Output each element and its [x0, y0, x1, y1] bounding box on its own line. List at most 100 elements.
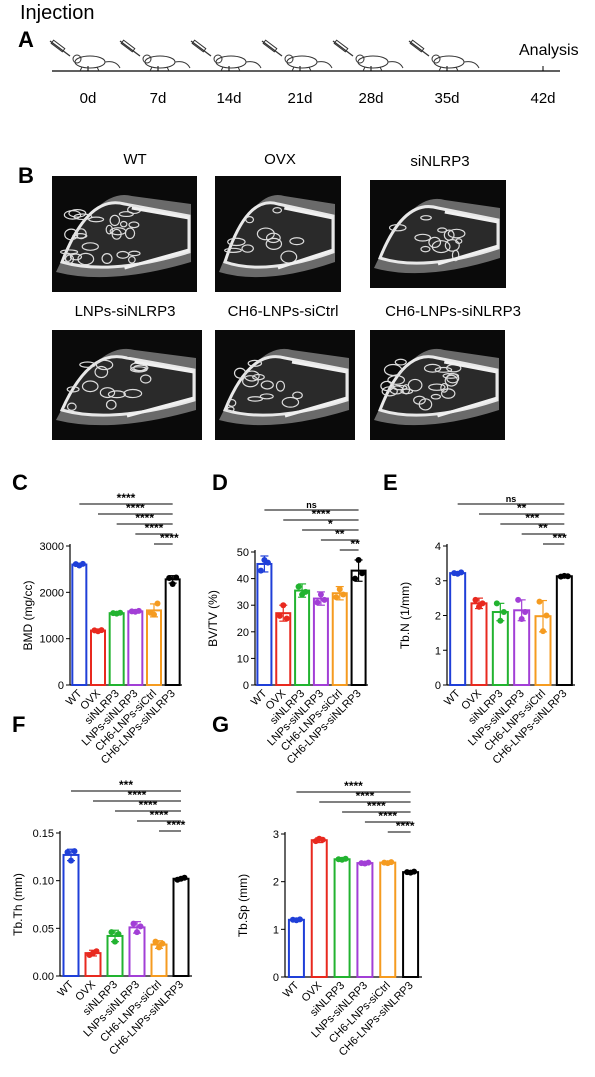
- timeline-day-label: 7d: [150, 90, 167, 107]
- x-tick-label: WT: [281, 979, 302, 1000]
- data-point: [500, 609, 507, 616]
- data-point: [317, 591, 324, 598]
- significance-label: ****: [126, 501, 145, 515]
- y-tick-label: 1000: [40, 634, 64, 646]
- data-point: [321, 596, 328, 603]
- data-point: [166, 574, 173, 581]
- microct-title-lnps-sinlrp3: LNPs-siNLRP3: [74, 303, 176, 320]
- significance-label: ****: [312, 507, 331, 521]
- bar: [172, 877, 190, 978]
- data-point: [64, 849, 71, 856]
- bar: [71, 563, 88, 686]
- data-point: [336, 586, 343, 593]
- y-tick-label: 3: [273, 829, 279, 841]
- data-point: [264, 559, 271, 566]
- y-tick-label: 40: [237, 574, 249, 586]
- microct-scan-image: [215, 330, 355, 440]
- y-axis-label: Tb.Sp (mm): [236, 874, 250, 937]
- timeline-day-label: 28d: [358, 90, 383, 107]
- significance-label: ****: [396, 819, 415, 833]
- data-point: [98, 627, 105, 634]
- data-point: [115, 931, 122, 938]
- y-tick-label: 0.05: [33, 923, 54, 935]
- bar: [356, 862, 374, 978]
- bar: [90, 629, 106, 687]
- microct-title-wt: WT: [123, 151, 147, 168]
- bar: [449, 572, 467, 686]
- significance-label: ****: [117, 491, 136, 505]
- data-point: [68, 857, 74, 864]
- data-point: [112, 938, 118, 945]
- data-point: [134, 929, 140, 936]
- significance-label: ****: [367, 799, 386, 813]
- data-point: [497, 617, 504, 624]
- bar: [62, 853, 80, 978]
- bar: [275, 612, 292, 686]
- data-point: [130, 920, 137, 927]
- syringe-mouse-icon: [261, 39, 333, 72]
- data-point: [181, 874, 188, 881]
- data-point: [152, 938, 159, 945]
- significance-label: ****: [167, 818, 186, 832]
- y-tick-label: 0.10: [33, 876, 54, 888]
- y-tick-label: 2: [435, 611, 441, 623]
- syringe-mouse-icon: [119, 39, 191, 72]
- significance-label: ns: [306, 500, 317, 510]
- data-point: [296, 916, 303, 923]
- data-point: [479, 600, 486, 607]
- data-point: [543, 612, 550, 619]
- significance-label: **: [350, 537, 360, 551]
- y-tick-label: 3: [435, 576, 441, 588]
- microct-title-ch6-lnps-sinlrp3: CH6-LNPs-siNLRP3: [385, 303, 521, 320]
- panel-label-a: A: [18, 27, 34, 52]
- microct-title-sinlrp3: siNLRP3: [410, 153, 470, 170]
- y-tick-label: 20: [237, 627, 249, 639]
- data-point: [518, 615, 525, 622]
- timeline-day-label: 42d: [530, 90, 555, 107]
- bar: [294, 589, 311, 687]
- panel-label-g: G: [212, 712, 230, 737]
- data-point: [108, 929, 115, 936]
- syringe-mouse-icon: [332, 39, 404, 72]
- y-tick-label: 1: [435, 645, 441, 657]
- timeline-end-label: Analysis: [519, 42, 579, 59]
- data-point: [411, 868, 418, 875]
- data-point: [117, 609, 124, 616]
- bar: [331, 592, 348, 686]
- data-point: [340, 591, 347, 598]
- data-point: [365, 859, 372, 866]
- data-point: [564, 573, 571, 580]
- panel-label-e: E: [383, 470, 398, 495]
- data-point: [314, 599, 321, 606]
- syringe-mouse-icon: [408, 39, 480, 72]
- significance-label: ****: [160, 531, 179, 545]
- bar: [350, 569, 367, 686]
- microct-scan-image: [52, 176, 197, 292]
- data-point: [359, 570, 366, 577]
- data-point: [169, 580, 176, 587]
- significance-label: ***: [119, 778, 133, 792]
- bar: [146, 609, 162, 686]
- data-point: [135, 607, 142, 614]
- bar: [108, 612, 125, 687]
- data-point: [388, 859, 395, 866]
- data-point: [458, 569, 465, 576]
- data-point: [536, 598, 543, 605]
- timeline-day-label: 21d: [287, 90, 312, 107]
- y-tick-label: 0: [58, 680, 64, 692]
- y-tick-label: 50: [237, 547, 249, 559]
- data-point: [540, 628, 546, 635]
- microct-title-ch6-lnps-sictrl: CH6-LNPs-siCtrl: [227, 303, 339, 320]
- significance-label: ****: [128, 788, 147, 802]
- data-point: [154, 600, 161, 607]
- data-point: [515, 596, 522, 603]
- y-tick-label: 0: [273, 972, 279, 984]
- bar: [127, 610, 144, 687]
- y-tick-label: 1: [273, 924, 279, 936]
- data-point: [319, 836, 326, 843]
- y-tick-label: 0.15: [33, 828, 54, 840]
- syringe-mouse-icon: [49, 39, 121, 72]
- data-point: [333, 594, 340, 601]
